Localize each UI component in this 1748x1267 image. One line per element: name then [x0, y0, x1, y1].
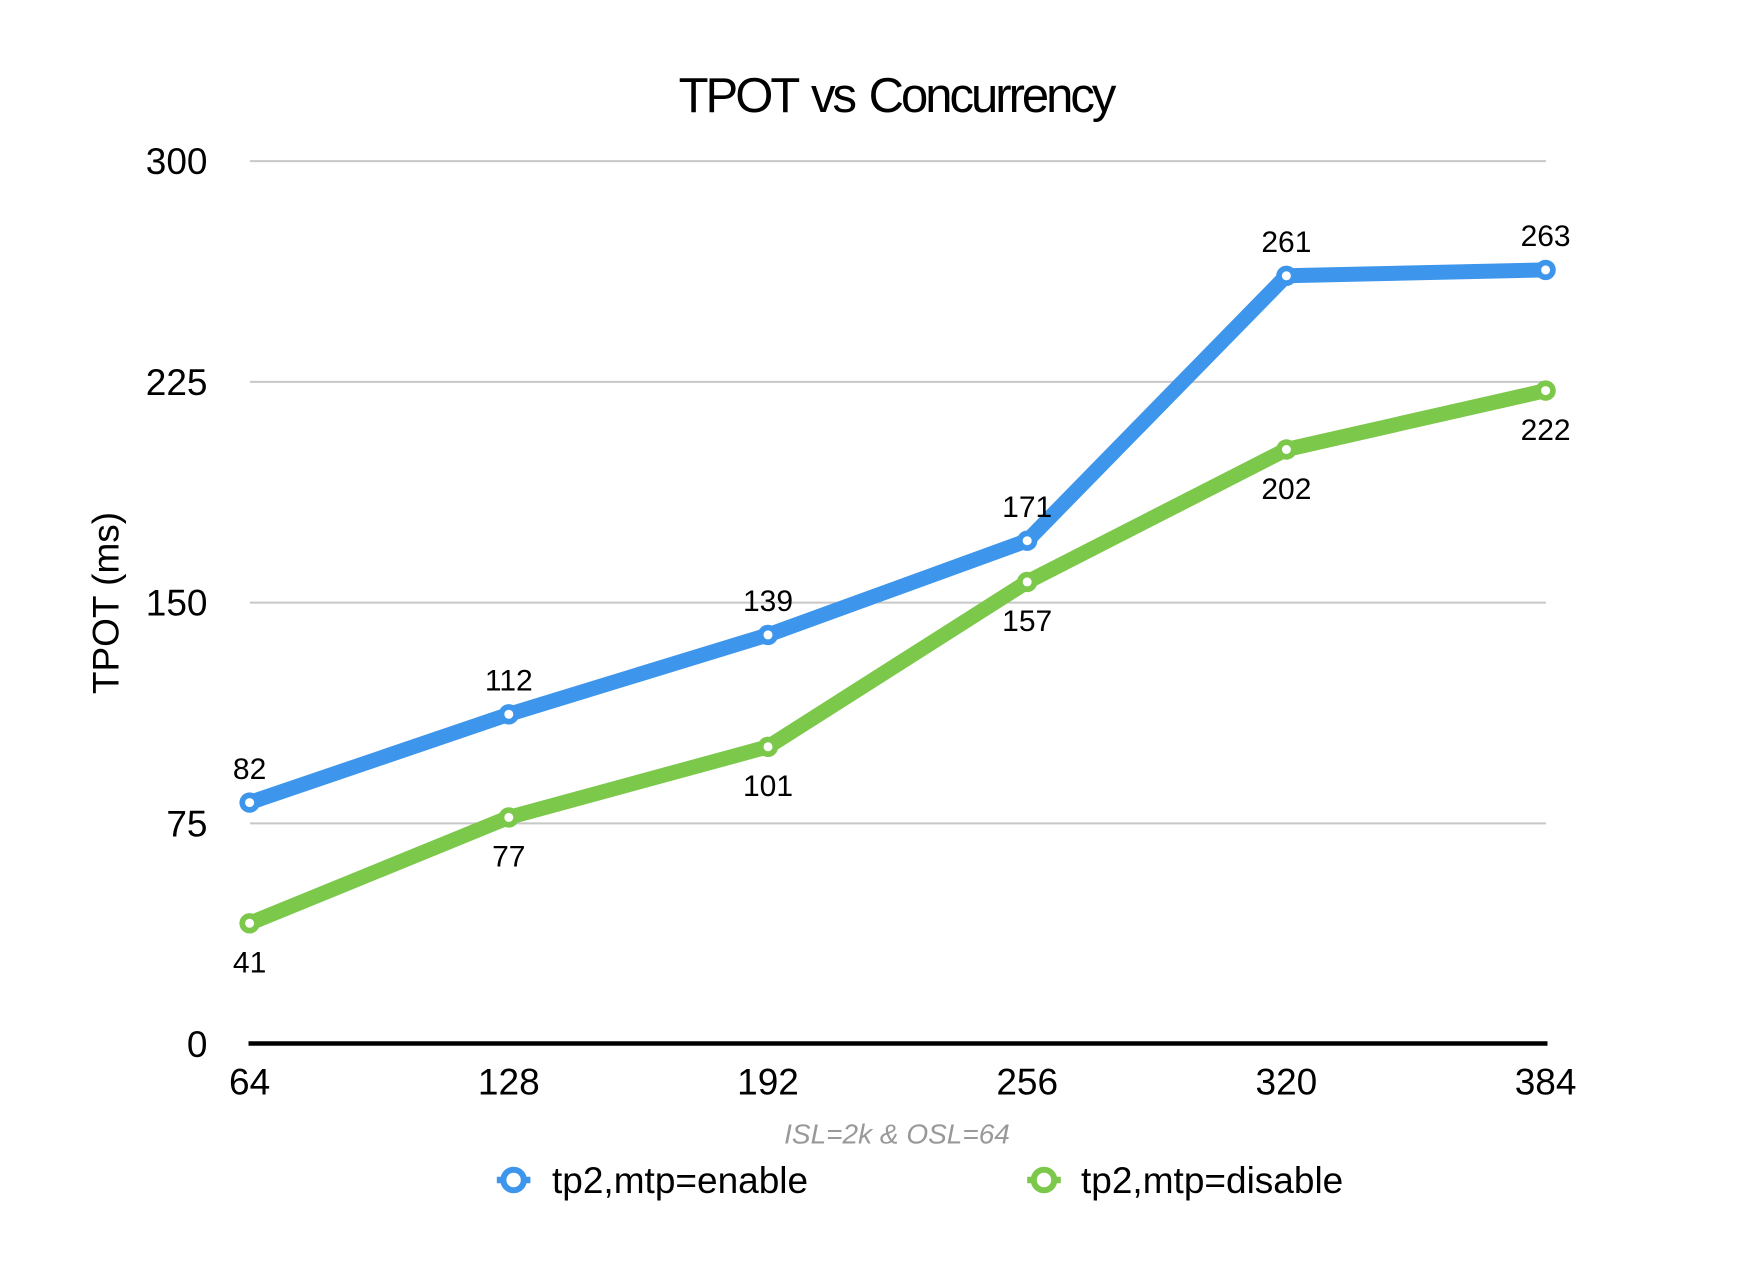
svg-text:112: 112 — [485, 665, 533, 698]
svg-text:41: 41 — [233, 947, 266, 980]
svg-text:300: 300 — [146, 141, 208, 182]
svg-text:64: 64 — [229, 1061, 270, 1102]
svg-text:225: 225 — [146, 362, 208, 403]
svg-text:263: 263 — [1521, 220, 1571, 253]
svg-text:77: 77 — [492, 841, 525, 874]
svg-text:202: 202 — [1261, 473, 1311, 506]
svg-text:261: 261 — [1261, 226, 1311, 259]
svg-text:0: 0 — [187, 1024, 208, 1065]
svg-text:320: 320 — [1256, 1061, 1318, 1102]
svg-text:128: 128 — [478, 1061, 540, 1102]
svg-text:192: 192 — [737, 1061, 799, 1102]
svg-text:ISL=2k & OSL=64: ISL=2k & OSL=64 — [784, 1119, 1010, 1150]
svg-text:157: 157 — [1002, 605, 1052, 638]
svg-text:101: 101 — [743, 770, 793, 803]
svg-text:150: 150 — [146, 583, 208, 624]
svg-text:139: 139 — [743, 585, 793, 618]
svg-text:tp2,mtp=disable: tp2,mtp=disable — [1081, 1160, 1343, 1201]
svg-text:82: 82 — [233, 753, 266, 786]
svg-text:75: 75 — [166, 803, 207, 844]
svg-text:TPOT vs Concurrency: TPOT vs Concurrency — [679, 69, 1117, 123]
svg-text:tp2,mtp=enable: tp2,mtp=enable — [552, 1160, 808, 1201]
svg-text:256: 256 — [996, 1061, 1058, 1102]
svg-text:222: 222 — [1521, 414, 1571, 447]
svg-text:171: 171 — [1002, 491, 1052, 524]
svg-text:384: 384 — [1515, 1061, 1577, 1102]
svg-text:TPOT (ms): TPOT (ms) — [86, 512, 127, 694]
